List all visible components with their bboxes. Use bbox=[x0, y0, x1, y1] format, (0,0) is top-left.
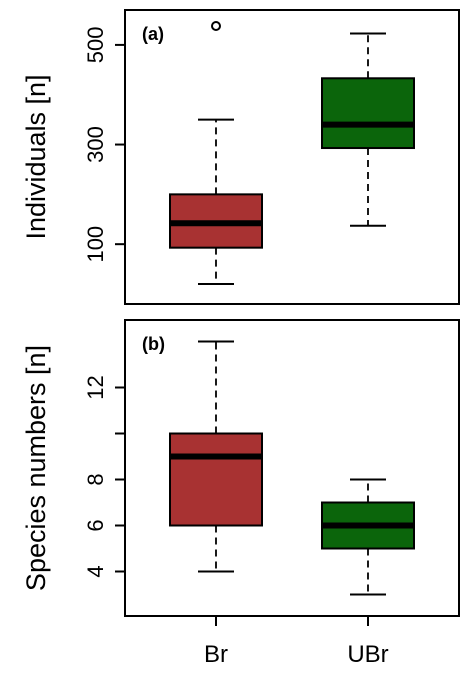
panel-a-ytick-label: 100 bbox=[83, 226, 108, 263]
panel-b-ytick-label: 12 bbox=[83, 375, 108, 399]
panel-b-ylabel: Species numbers [n] bbox=[21, 345, 51, 591]
panel-a-frame bbox=[124, 9, 460, 305]
panel-b-yticks: 4 6 8 12 bbox=[83, 375, 125, 578]
panel-a: (a) Individuals [n] 100 300 500 bbox=[21, 9, 460, 305]
panel-b: (b) Species numbers [n] 4 6 8 12 bbox=[21, 319, 460, 617]
panel-b-ytick-label: 6 bbox=[83, 519, 108, 531]
panel-a-yticks: 100 300 500 bbox=[83, 27, 125, 263]
panel-a-ubr-box bbox=[321, 77, 415, 150]
panel-b-tag: (b) bbox=[142, 334, 165, 354]
panel-b-ytick-label: 8 bbox=[83, 473, 108, 485]
x-axis: Br UBr bbox=[204, 616, 389, 668]
panel-a-tag: (a) bbox=[142, 24, 164, 44]
panel-b-frame bbox=[124, 319, 460, 617]
panel-b-boxes bbox=[169, 340, 415, 596]
panel-a-boxes bbox=[169, 20, 415, 286]
panel-b-br-box bbox=[169, 432, 263, 527]
panel-a-ytick-label: 300 bbox=[83, 126, 108, 163]
panel-a-ytick-label: 500 bbox=[83, 27, 108, 64]
panel-b-ytick-label: 4 bbox=[83, 565, 108, 577]
panel-a-ylabel: Individuals [n] bbox=[21, 74, 51, 239]
x-label-ubr: UBr bbox=[347, 641, 388, 668]
x-label-br: Br bbox=[204, 641, 228, 668]
panel-a-br-outlier bbox=[211, 20, 221, 31]
